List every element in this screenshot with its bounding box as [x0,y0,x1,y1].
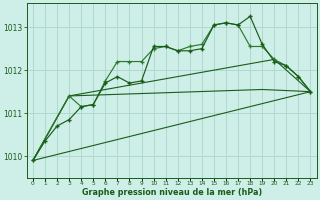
X-axis label: Graphe pression niveau de la mer (hPa): Graphe pression niveau de la mer (hPa) [82,188,262,197]
